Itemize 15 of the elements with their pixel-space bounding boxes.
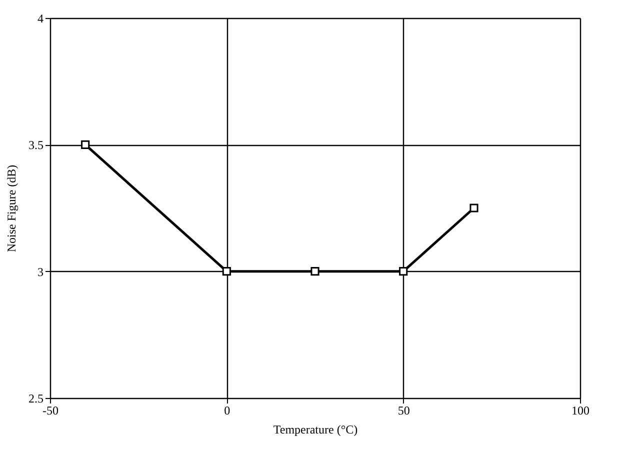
point: [470, 204, 478, 212]
point: [399, 267, 408, 276]
x-tick-label: -50: [42, 404, 58, 418]
point: [222, 267, 231, 276]
x-tick-label: 50: [398, 404, 410, 418]
y-tick-label: 3: [38, 264, 44, 279]
y-tick-label: 3.5: [28, 138, 44, 152]
y-tick-label: 2.5: [28, 392, 44, 406]
point: [81, 140, 90, 149]
x-tick-label: 0: [224, 404, 230, 418]
y-axis-title: Noise Figure (dB): [4, 164, 18, 252]
x-tick-label: 100: [572, 404, 590, 418]
point: [310, 267, 320, 276]
y-tick-label: 4: [38, 12, 44, 26]
x-axis-title: Temperature (°C): [273, 422, 358, 436]
